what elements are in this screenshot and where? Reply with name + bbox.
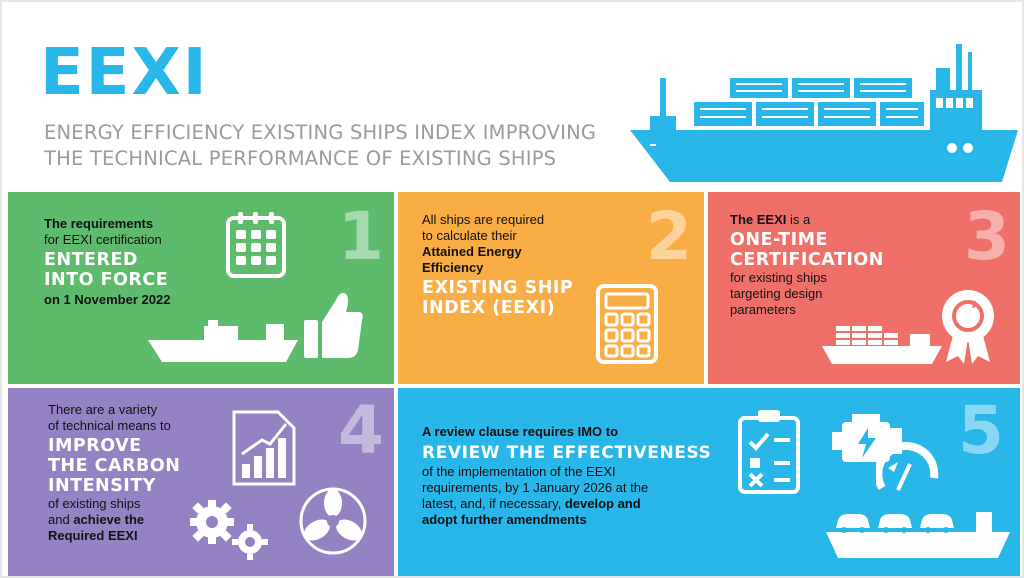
car-carrier-icon: [826, 512, 1010, 558]
panel-line: The EEXI is a: [730, 212, 884, 228]
panel-highlight: INTENSITY: [48, 476, 156, 496]
panel-line: All ships are required: [422, 212, 545, 227]
panel-line: requirements, by 1 January 2026 at the: [422, 480, 649, 495]
growth-chart-icon: [232, 410, 296, 486]
panel-line: A review clause requires IMO to: [422, 424, 619, 439]
panel-highlight: CERTIFICATION: [730, 250, 884, 270]
cargo-ship-icon: [148, 320, 298, 362]
panel-highlight: INDEX (EEXI): [422, 298, 556, 318]
panel-line: Attained Energy: [422, 244, 522, 259]
calculator-icon: [596, 284, 658, 364]
page-subtitle: ENERGY EFFICIENCY EXISTING SHIPS INDEX I…: [44, 120, 644, 172]
gauge-icon: [876, 442, 939, 491]
panel-bold: develop and: [564, 496, 641, 511]
thumbs-up-icon: [304, 292, 363, 358]
panel-text: A review clause requires IMO to REVIEW T…: [422, 424, 711, 528]
propeller-icon: [299, 487, 367, 555]
panel-highlight: IMPROVE: [48, 436, 142, 456]
container-ship-icon: [630, 44, 1018, 182]
subtitle-line-2: THE TECHNICAL PERFORMANCE OF EXISTING SH…: [44, 147, 557, 170]
panel-line: parameters: [730, 302, 796, 317]
panel-line: Required EEXI: [48, 528, 138, 543]
panel-text: The EEXI is a ONE-TIME CERTIFICATION for…: [730, 212, 884, 318]
panel-number: 3: [964, 198, 1010, 275]
panel-one-time-certification: 3 The EEXI is a ONE-TIME CERTIFICATION f…: [708, 192, 1020, 384]
panel-line: on 1 November 2022: [44, 292, 171, 307]
panel-highlight: ENTERED: [44, 250, 138, 270]
panel-number: 2: [646, 198, 692, 275]
panel-line: Efficiency: [422, 260, 484, 275]
calendar-icon: [226, 212, 286, 278]
panel-line: of the implementation of the EEXI: [422, 464, 616, 479]
panel-number: 5: [958, 392, 1004, 469]
panel-line: of existing ships: [48, 496, 141, 511]
panel-line: targeting design: [730, 286, 823, 301]
page-title: EEXI: [40, 36, 209, 110]
panel-calculate-eexi: 2 All ships are required to calculate th…: [398, 192, 704, 384]
panel-improve-carbon-intensity: 4 There are a variety of technical means…: [8, 388, 394, 576]
subtitle-line-1: ENERGY EFFICIENCY EXISTING SHIPS INDEX I…: [44, 121, 597, 144]
panel-highlight: THE CARBON: [48, 456, 181, 476]
panel-line: adopt further amendments: [422, 512, 587, 527]
panel-line: The requirements: [44, 216, 154, 231]
panel-number: 4: [338, 392, 384, 469]
panel-rest: is a: [786, 212, 811, 227]
panel-highlight: ONE-TIME: [730, 230, 828, 250]
panel-review-effectiveness: 5 A review clause requires IMO to REVIEW…: [398, 388, 1020, 576]
panel-bold: The EEXI: [730, 212, 787, 227]
panel-highlight: REVIEW THE EFFECTIVENESS: [422, 443, 712, 463]
gears-icon: [190, 500, 268, 560]
panel-text: There are a variety of technical means t…: [48, 402, 180, 544]
panel-entered-into-force: 1 The requirements for EEXI certificatio…: [8, 192, 394, 384]
panel-text: The requirements for EEXI certification …: [44, 216, 170, 308]
panel-line: There are a variety: [48, 402, 158, 417]
panel-rest: and: [48, 512, 74, 527]
panel-number: 1: [338, 198, 384, 275]
panel-line: for existing ships: [730, 270, 827, 285]
award-badge-icon: [942, 290, 994, 364]
panel-line: and achieve the: [48, 512, 180, 528]
container-ship-icon: [822, 326, 942, 364]
panel-bold: achieve the: [73, 512, 145, 527]
panel-line: latest, and, if necessary, develop and: [422, 496, 711, 512]
panel-text: All ships are required to calculate thei…: [422, 212, 573, 318]
panel-highlight: INTO FORCE: [44, 270, 169, 290]
panel-line: for EEXI certification: [44, 232, 162, 247]
panel-line: to calculate their: [422, 228, 517, 243]
checklist-icon: [738, 410, 800, 494]
panel-highlight: EXISTING SHIP: [422, 278, 574, 298]
panel-line: of technical means to: [48, 418, 171, 433]
panel-rest: latest, and, if necessary,: [422, 496, 565, 511]
